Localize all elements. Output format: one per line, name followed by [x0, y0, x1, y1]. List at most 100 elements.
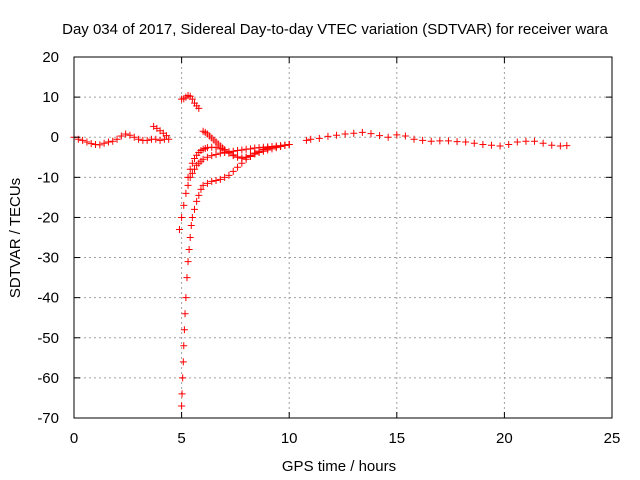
data-point [130, 133, 138, 141]
y-tick-label: -70 [37, 410, 59, 427]
data-point [191, 205, 199, 213]
data-point [522, 137, 530, 145]
series-deep-dip-branch [178, 140, 293, 410]
data-point [199, 181, 207, 189]
data-point [358, 128, 366, 136]
data-point [307, 135, 315, 143]
plot-frame [73, 56, 613, 419]
data-point [212, 177, 220, 185]
data-point [470, 139, 478, 147]
data-point [208, 177, 216, 185]
data-point [188, 213, 196, 221]
data-point [135, 135, 143, 143]
y-tick-label: -50 [37, 330, 59, 347]
data-point [548, 141, 556, 149]
data-point [225, 148, 233, 156]
data-point [238, 146, 246, 154]
data-point [188, 169, 196, 177]
data-point [178, 402, 186, 410]
data-point [180, 201, 188, 209]
data-point [401, 132, 409, 140]
data-point [195, 104, 203, 112]
data-point [277, 142, 285, 150]
data-point [104, 138, 112, 146]
data-point [285, 140, 293, 148]
data-point [87, 140, 95, 148]
x-tick-label: 20 [496, 430, 513, 447]
data-point [384, 133, 392, 141]
y-axis-label: SDTVAR / TECUs [7, 178, 24, 298]
data-point [427, 137, 435, 145]
data-point [175, 225, 183, 233]
data-point [556, 142, 564, 150]
data-point [117, 132, 125, 140]
data-point [225, 171, 233, 179]
data-point [242, 153, 250, 161]
data-point [152, 135, 160, 143]
data-point [185, 246, 193, 254]
data-point [453, 138, 461, 146]
data-point [221, 146, 229, 154]
y-tick-label: 10 [42, 89, 59, 106]
data-point [203, 179, 211, 187]
data-point [195, 191, 203, 199]
data-point [505, 140, 513, 148]
data-point [180, 326, 188, 334]
data-point [203, 153, 211, 161]
data-point [184, 173, 192, 181]
data-point [186, 234, 194, 241]
data-point [212, 150, 220, 158]
data-point [122, 130, 130, 138]
y-tick-label: 20 [42, 49, 59, 66]
data-point [197, 185, 205, 193]
data-point [178, 390, 186, 398]
data-points [70, 92, 571, 410]
data-point [208, 152, 216, 160]
grid-lines [74, 57, 612, 418]
data-point [188, 95, 196, 103]
data-point [444, 137, 452, 145]
series-spike-near-5h [178, 92, 203, 112]
data-point [531, 137, 539, 145]
x-tick-labels: 0 5 10 15 20 25 [70, 430, 621, 447]
data-point [229, 151, 237, 159]
data-point [479, 140, 487, 148]
series-baseline-late [302, 128, 571, 150]
data-point [563, 142, 571, 150]
data-point [333, 131, 341, 139]
y-tick-label: -60 [37, 370, 59, 387]
data-point [350, 129, 358, 137]
data-point [376, 132, 384, 140]
data-point [496, 142, 504, 150]
data-point [234, 153, 242, 161]
data-point [126, 131, 134, 139]
data-point [367, 130, 375, 138]
y-tick-label: -20 [37, 209, 59, 226]
data-point [180, 342, 188, 350]
data-point [513, 138, 521, 146]
x-tick-label: 15 [388, 430, 405, 447]
y-tick-label: -40 [37, 290, 59, 307]
data-point [183, 274, 191, 282]
data-point [281, 141, 289, 149]
data-point [264, 144, 272, 152]
data-point [178, 213, 186, 221]
data-point [539, 139, 547, 147]
data-point [100, 139, 108, 147]
data-point [393, 131, 401, 139]
data-point [221, 173, 229, 181]
data-point [186, 165, 194, 173]
data-point [182, 189, 190, 197]
y-tick-label: -10 [37, 169, 59, 186]
data-point [436, 137, 444, 145]
data-point [341, 130, 349, 138]
data-point [96, 141, 104, 149]
series-bump-near-4h [150, 122, 171, 140]
chart-title: Day 034 of 2017, Sidereal Day-to-day VTE… [62, 21, 608, 38]
data-point [234, 163, 242, 171]
data-point [487, 141, 495, 149]
data-point [179, 358, 187, 366]
series-upper-arc-branch [199, 127, 272, 162]
data-point [272, 143, 280, 151]
